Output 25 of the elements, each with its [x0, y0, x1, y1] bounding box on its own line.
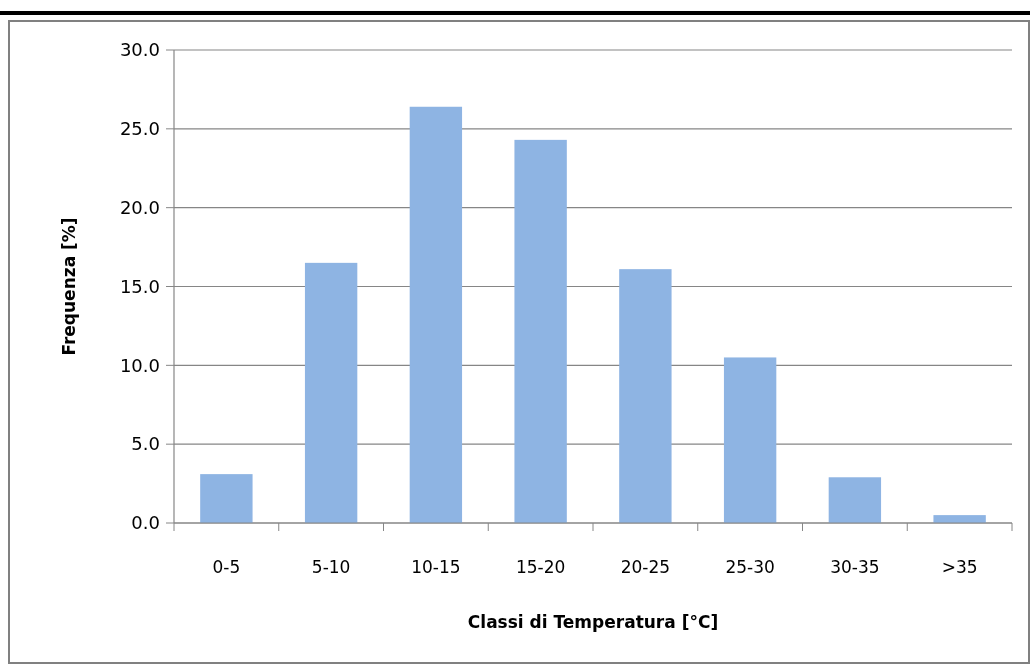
- y-tick-label: 10.0: [119, 354, 160, 376]
- bar: [200, 474, 253, 523]
- bar: [933, 515, 986, 523]
- y-tick-label: 5.0: [131, 433, 160, 455]
- bar: [619, 269, 672, 523]
- x-tick-label: 30-35: [830, 557, 880, 577]
- x-tick-label: 25-30: [725, 557, 775, 577]
- x-tick-label: 15-20: [515, 557, 566, 577]
- bar: [514, 139, 567, 523]
- x-tick-label: 5-10: [311, 557, 351, 577]
- x-tick-label: 10-15: [411, 557, 461, 577]
- y-tick-label: 20.0: [119, 196, 160, 218]
- y-axis-title: Frequenza [%]: [59, 217, 79, 356]
- x-tick-label: 20-25: [620, 557, 671, 577]
- y-tick-label: 15.0: [119, 275, 160, 297]
- y-tick-label: 25.0: [119, 118, 160, 140]
- bar: [723, 357, 777, 523]
- x-tick-label: >35: [941, 557, 978, 577]
- x-tick-label: 0-5: [212, 557, 241, 577]
- y-tick-label: 30.0: [119, 39, 160, 61]
- bar: [304, 262, 358, 523]
- bar: [828, 477, 882, 523]
- x-axis-title: Classi di Temperatura [°C]: [467, 612, 719, 632]
- bar: [409, 106, 463, 523]
- y-tick-label: 0.0: [131, 512, 160, 534]
